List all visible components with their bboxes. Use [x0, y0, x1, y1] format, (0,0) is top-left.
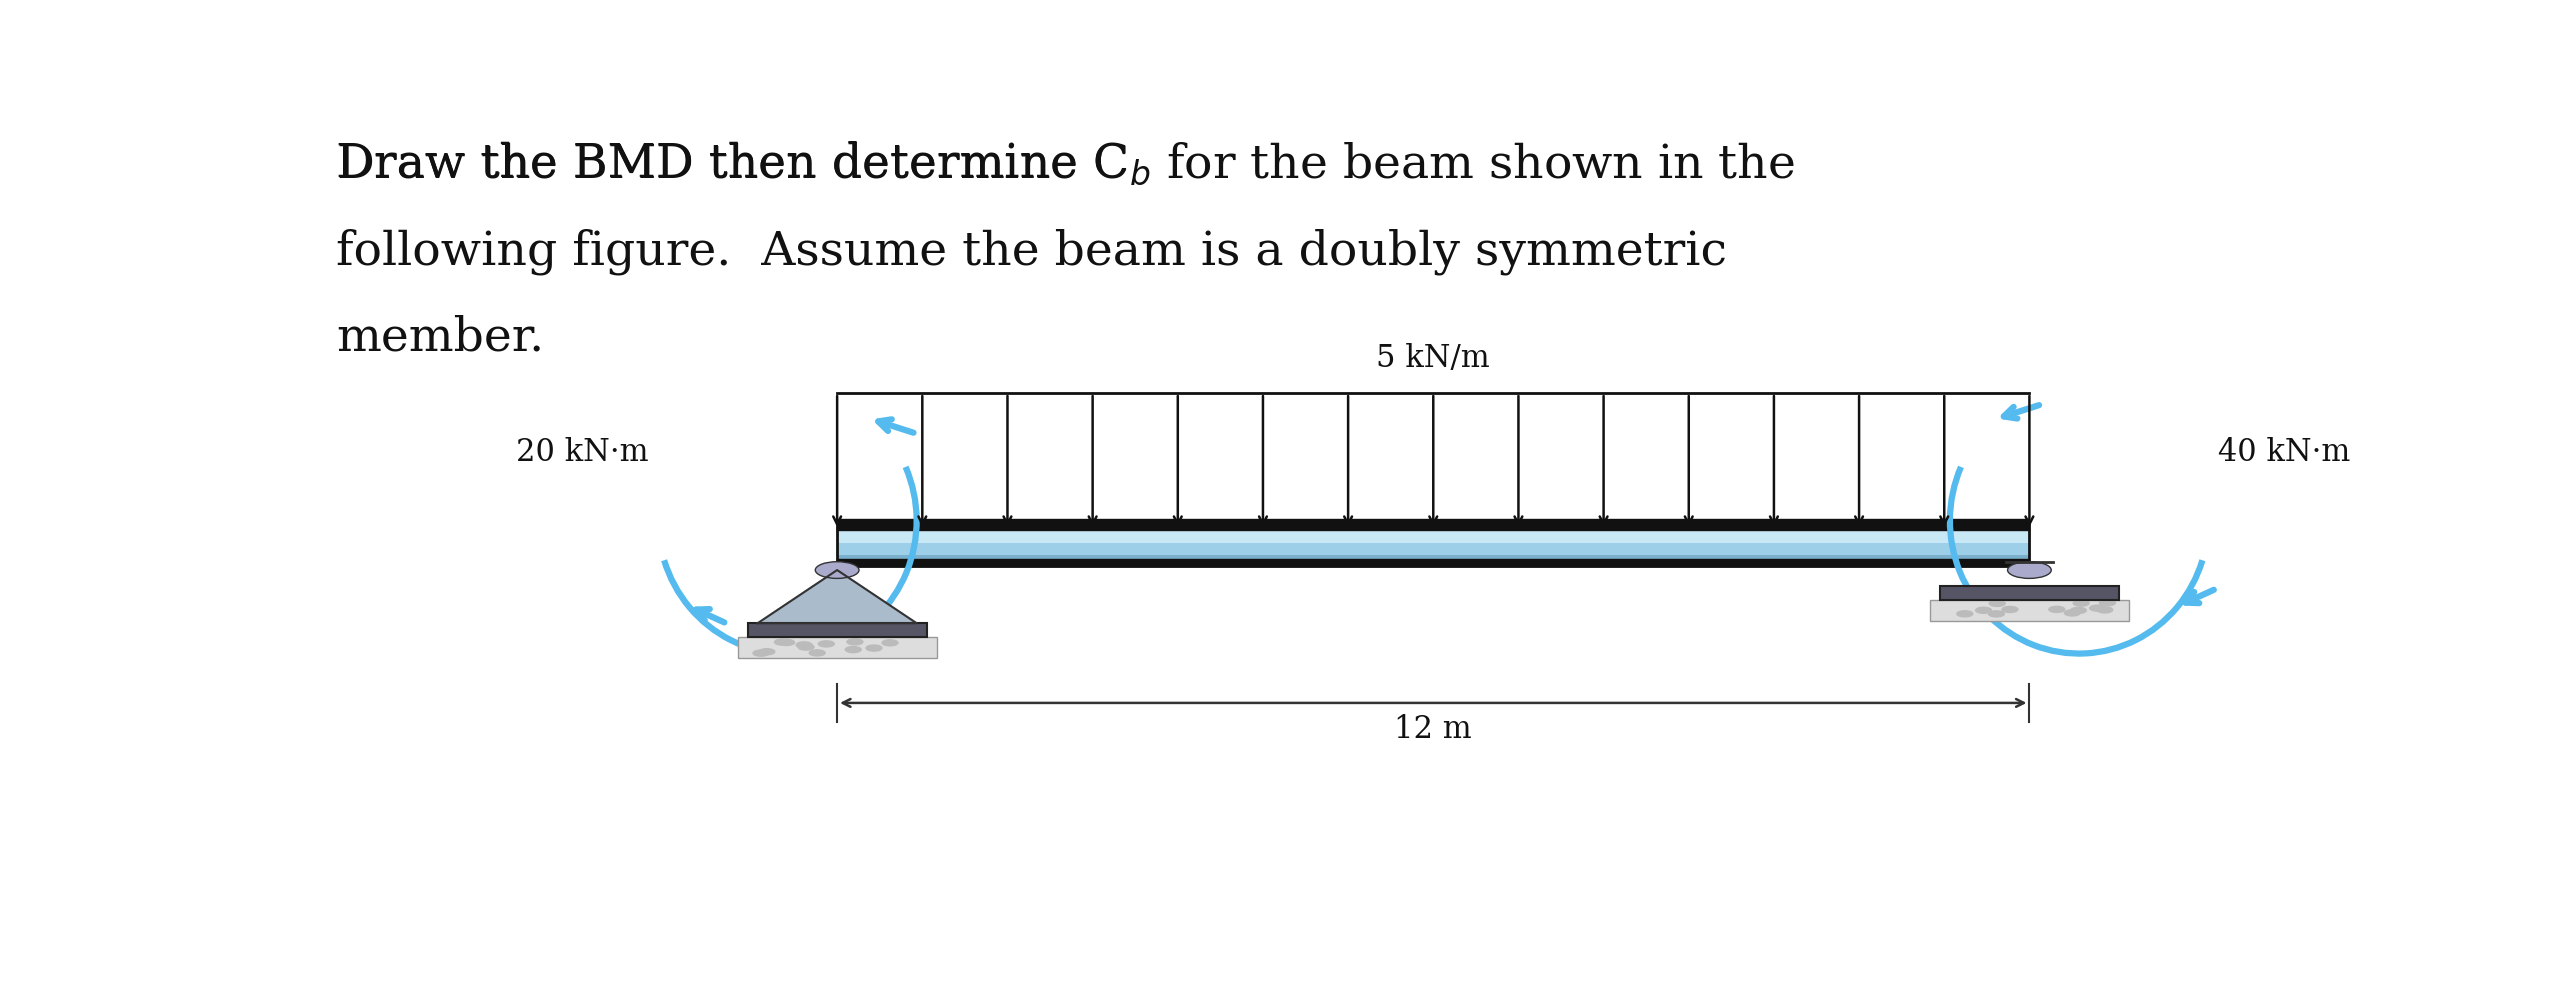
- Text: 40 kN·m: 40 kN·m: [2218, 437, 2351, 468]
- Bar: [836, 521, 2031, 543]
- Text: following figure.  Assume the beam is a doubly symmetric: following figure. Assume the beam is a d…: [336, 229, 1728, 275]
- Circle shape: [1990, 600, 2005, 606]
- Text: Draw the BMD then determine C$_b$ for the beam shown in the: Draw the BMD then determine C$_b$ for th…: [336, 141, 1795, 188]
- Circle shape: [2074, 600, 2090, 606]
- Circle shape: [779, 639, 795, 646]
- Circle shape: [1977, 607, 1992, 613]
- Text: 12 m: 12 m: [1395, 714, 1472, 745]
- Text: member.: member.: [336, 316, 544, 361]
- Circle shape: [1956, 610, 1972, 617]
- Polygon shape: [759, 570, 918, 623]
- Circle shape: [2002, 606, 2018, 612]
- Circle shape: [2090, 605, 2105, 611]
- Bar: [836, 555, 2031, 566]
- Circle shape: [846, 647, 862, 653]
- Bar: [1931, 599, 2128, 621]
- Bar: [836, 521, 2031, 566]
- Circle shape: [1990, 610, 2005, 617]
- Text: 5 kN/m: 5 kN/m: [1377, 343, 1490, 374]
- Bar: [1941, 586, 2118, 599]
- Bar: [836, 559, 2031, 566]
- Circle shape: [2008, 562, 2051, 579]
- Bar: [749, 623, 926, 637]
- Circle shape: [774, 639, 790, 645]
- Circle shape: [759, 649, 774, 655]
- Circle shape: [2097, 606, 2113, 613]
- Text: Draw the BMD then determine C: Draw the BMD then determine C: [336, 141, 1131, 186]
- Circle shape: [810, 650, 826, 656]
- Circle shape: [2100, 599, 2115, 605]
- Circle shape: [797, 644, 813, 650]
- Text: 20 kN·m: 20 kN·m: [515, 437, 649, 468]
- Circle shape: [797, 642, 813, 648]
- Circle shape: [882, 640, 897, 646]
- Circle shape: [2069, 607, 2087, 613]
- Circle shape: [818, 641, 833, 647]
- Bar: [738, 637, 936, 658]
- Circle shape: [815, 562, 859, 579]
- Circle shape: [2049, 606, 2064, 612]
- Circle shape: [846, 639, 864, 645]
- Circle shape: [2064, 610, 2079, 616]
- Circle shape: [867, 645, 882, 651]
- Bar: [836, 520, 2031, 529]
- Circle shape: [754, 650, 769, 657]
- Bar: [836, 521, 2031, 566]
